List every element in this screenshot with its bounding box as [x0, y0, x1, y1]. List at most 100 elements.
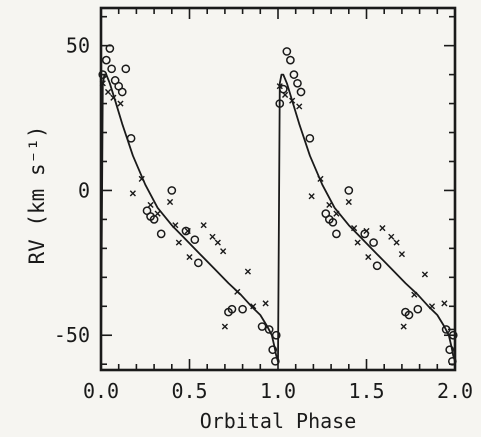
cross-stroke	[104, 88, 112, 96]
data-point-circle	[101, 55, 111, 65]
x-tick-label: 0.0	[83, 379, 119, 403]
data-point-circle	[270, 356, 280, 366]
cross-stroke	[147, 201, 154, 209]
x-axis-label: Orbital Phase	[200, 409, 357, 433]
cross-stroke	[428, 303, 436, 310]
data-point-cross	[221, 323, 228, 330]
data-point-cross	[281, 91, 289, 98]
data-point-circle	[149, 215, 159, 224]
model-rv-curve	[100, 73, 456, 363]
data-point-cross	[234, 288, 241, 295]
data-point-cross	[441, 300, 448, 307]
data-point-circle	[369, 238, 378, 247]
data-point-cross	[166, 198, 174, 206]
data-point-circle	[448, 330, 458, 340]
cross-stroke	[326, 201, 333, 209]
data-point-circle	[445, 345, 455, 355]
cross-stroke	[154, 210, 161, 217]
data-point-cross	[172, 222, 179, 229]
data-point-cross	[428, 303, 436, 310]
cross-stroke	[398, 251, 405, 258]
data-point-circle	[332, 229, 341, 239]
data-point-cross	[104, 88, 112, 96]
data-point-cross	[147, 201, 154, 209]
data-point-cross	[154, 210, 161, 217]
cross-stroke	[138, 175, 145, 182]
data-point-circle	[167, 186, 177, 195]
cross-stroke	[400, 323, 407, 330]
cross-stroke	[296, 103, 303, 110]
data-point-cross	[175, 239, 182, 246]
cross-stroke	[441, 300, 448, 307]
data-point-cross	[398, 251, 405, 258]
data-point-cross	[289, 97, 296, 104]
y-tick-label: 0	[78, 178, 90, 202]
x-tick-label: 1.0	[260, 379, 296, 403]
cross-stroke	[234, 288, 241, 295]
data-point-cross	[411, 291, 418, 298]
data-point-cross	[333, 210, 340, 217]
data-point-circle	[105, 44, 115, 53]
data-point-cross	[363, 227, 370, 235]
data-point-cross	[262, 300, 269, 307]
data-point-circle	[268, 345, 278, 355]
data-point-cross	[354, 239, 361, 246]
cross-stroke	[175, 239, 182, 246]
cross-stroke	[99, 80, 106, 87]
data-point-circle	[190, 235, 200, 245]
data-point-cross	[99, 80, 106, 87]
data-point-cross	[117, 100, 124, 107]
data-point-cross	[345, 198, 352, 206]
data-point-cross	[393, 239, 400, 246]
cross-stroke	[388, 233, 395, 240]
data-point-cross	[326, 201, 333, 209]
data-points-layer	[98, 44, 458, 366]
data-point-cross	[276, 83, 283, 90]
data-point-circle	[126, 133, 136, 143]
cross-stroke	[166, 198, 174, 206]
data-point-circle	[271, 330, 281, 340]
data-point-circle	[413, 304, 423, 314]
cross-stroke	[393, 239, 400, 246]
data-point-circle	[296, 87, 306, 97]
cross-stroke	[333, 210, 340, 217]
cross-stroke	[351, 225, 358, 232]
y-axis-label: RV (km s⁻¹)	[25, 125, 49, 264]
data-point-circle	[305, 133, 315, 143]
cross-stroke	[221, 323, 228, 330]
data-point-cross	[209, 233, 216, 240]
cross-stroke	[363, 227, 370, 235]
data-point-cross	[220, 248, 227, 255]
data-point-circle	[264, 325, 274, 334]
data-point-circle	[156, 229, 166, 239]
cross-stroke	[209, 233, 216, 240]
data-point-circle	[360, 229, 370, 239]
data-point-circle	[98, 70, 108, 79]
cross-stroke	[411, 291, 418, 298]
cross-stroke	[186, 253, 193, 261]
cross-stroke	[110, 94, 117, 101]
data-point-circle	[372, 261, 382, 271]
cross-stroke	[262, 300, 269, 307]
data-point-cross	[184, 227, 191, 235]
data-point-circle	[441, 325, 451, 334]
cross-stroke	[308, 193, 315, 200]
cross-stroke	[184, 227, 191, 235]
x-tick-label: 0.5	[171, 379, 207, 403]
x-tick-label: 1.5	[348, 379, 384, 403]
data-point-cross	[186, 253, 193, 261]
cross-stroke	[244, 268, 252, 275]
cross-stroke	[276, 83, 283, 90]
data-point-cross	[250, 303, 257, 310]
data-point-cross	[244, 268, 252, 275]
data-point-cross	[317, 175, 324, 182]
data-point-circle	[289, 70, 299, 79]
data-point-circle	[181, 226, 191, 236]
cross-stroke	[281, 91, 289, 98]
cross-stroke	[220, 248, 227, 255]
data-point-circle	[121, 64, 131, 74]
cross-stroke	[317, 175, 324, 182]
data-point-circle	[344, 186, 354, 195]
y-tick-label: -50	[54, 323, 90, 347]
